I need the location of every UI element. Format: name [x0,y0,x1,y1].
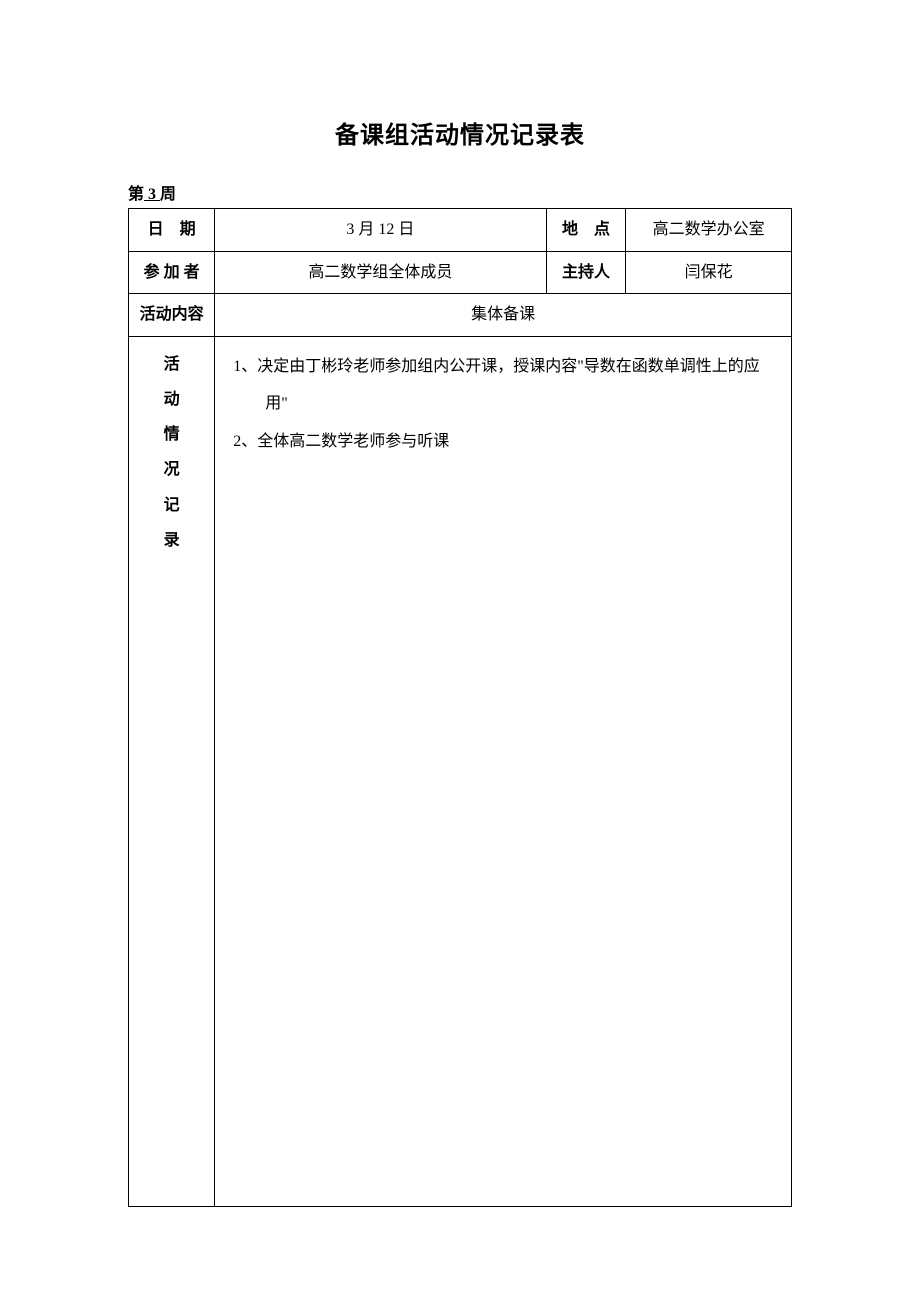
table-row: 参 加 者 高二数学组全体成员 主持人 闫保花 [129,251,792,294]
value-host: 闫保花 [626,251,792,294]
vertical-label-char: 情 [133,417,210,452]
label-activity-content: 活动内容 [129,294,215,337]
vertical-label-char: 录 [133,523,210,558]
table-row: 活动内容 集体备课 [129,294,792,337]
label-host: 主持人 [546,251,626,294]
vertical-label-char: 记 [133,488,210,523]
label-location: 地 点 [546,209,626,252]
label-activity-record: 活动情况记录 [129,336,215,1206]
week-prefix: 第 [128,186,144,203]
vertical-label-char: 况 [133,452,210,487]
record-table: 日 期 3 月 12 日 地 点 高二数学办公室 参 加 者 高二数学组全体成员… [128,208,792,1207]
value-activity-record: 1、决定由丁彬玲老师参加组内公开课，授课内容"导数在函数单调性上的应用"2、全体… [215,336,792,1206]
label-participants: 参 加 者 [129,251,215,294]
vertical-label-char: 动 [133,382,210,417]
week-number: 3 [144,186,160,203]
label-date: 日 期 [129,209,215,252]
value-activity-content: 集体备课 [215,294,792,337]
week-label: 第 3 周 [128,180,792,204]
page-title: 备课组活动情况记录表 [128,115,792,150]
week-suffix: 周 [160,186,176,203]
record-item: 2、全体高二数学老师参与听课 [233,424,773,461]
table-row: 日 期 3 月 12 日 地 点 高二数学办公室 [129,209,792,252]
value-location: 高二数学办公室 [626,209,792,252]
value-date: 3 月 12 日 [215,209,547,252]
record-item: 1、决定由丁彬玲老师参加组内公开课，授课内容"导数在函数单调性上的应用" [233,349,773,423]
table-row: 活动情况记录 1、决定由丁彬玲老师参加组内公开课，授课内容"导数在函数单调性上的… [129,336,792,1206]
value-participants: 高二数学组全体成员 [215,251,547,294]
vertical-label-char: 活 [133,347,210,382]
